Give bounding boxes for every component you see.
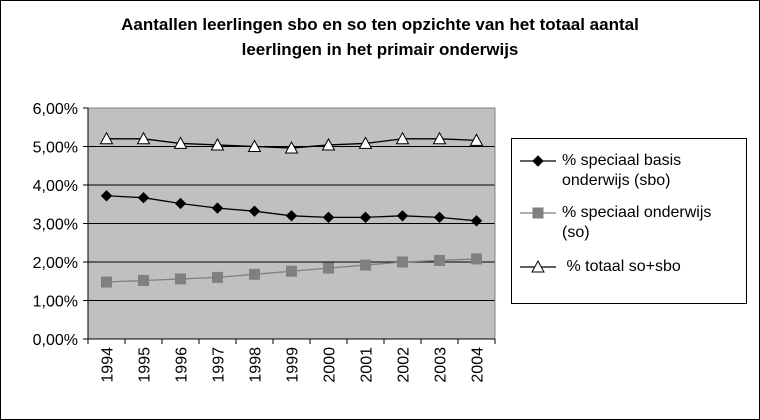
legend-label-line: % totaal so+sbo	[562, 258, 681, 275]
legend-label-line: % speciaal basis	[562, 152, 682, 169]
series-2-point	[175, 273, 186, 285]
x-tick-label: 2003	[433, 347, 450, 383]
y-tick-label: 6,00%	[33, 101, 78, 118]
x-tick-label: 1997	[211, 347, 228, 383]
series-3-point	[247, 139, 262, 152]
series-1-point	[285, 210, 298, 222]
legend-swatch	[520, 259, 556, 273]
x-tick-label: 2000	[322, 347, 339, 383]
series-3-point	[432, 131, 447, 145]
x-tick-label: 2002	[396, 347, 413, 383]
x-tick-label: 1994	[100, 347, 117, 383]
series-1-point	[322, 211, 335, 224]
y-tick-label: 0,00%	[33, 332, 78, 349]
series-3-point	[99, 131, 114, 145]
series-2-point	[249, 268, 260, 280]
chart-title: Aantallen leerlingen sbo en so ten opzic…	[60, 12, 700, 62]
series-1-point	[470, 215, 483, 227]
series-1-point	[433, 211, 446, 224]
series-2-point	[397, 256, 408, 268]
legend-label-line: % speciaal onderwijs	[562, 204, 712, 221]
series-2-point	[212, 271, 223, 283]
x-tick-label: 1998	[248, 347, 265, 383]
legend-label: % speciaal basis onderwijs (sbo)	[562, 151, 742, 191]
series-2-point	[360, 259, 371, 271]
chart-legend: % speciaal basis onderwijs (sbo)% speciaa…	[511, 138, 747, 304]
chart-title-line-2: leerlingen in het primair onderwijs	[241, 40, 519, 59]
series-2-point	[138, 274, 149, 286]
chart-title-line-1: Aantallen leerlingen sbo en so ten opzic…	[121, 15, 639, 34]
series-1-point	[211, 202, 224, 214]
series-3-point	[284, 140, 299, 154]
series-3-point	[395, 131, 410, 145]
series-1-point	[100, 190, 113, 202]
series-2-point	[471, 253, 482, 265]
series-2-point	[101, 276, 112, 288]
series-1-point	[359, 211, 372, 224]
legend-swatch	[520, 155, 556, 167]
y-tick-label: 2,00%	[33, 255, 78, 272]
legend-label: % speciaal onderwijs (so)	[562, 203, 742, 243]
x-tick-label: 2001	[359, 347, 376, 383]
y-tick-label: 5,00%	[33, 140, 78, 157]
series-3-point	[173, 136, 188, 149]
series-3-point	[210, 137, 225, 151]
legend-label-line: (so)	[562, 224, 590, 241]
y-tick-label: 1,00%	[33, 294, 78, 311]
y-tick-label: 3,00%	[33, 217, 78, 234]
series-2-point	[286, 265, 297, 277]
legend-label: % totaal so+sbo	[562, 257, 742, 277]
series-1-point	[174, 197, 187, 210]
legend-swatch-marker	[531, 259, 545, 273]
series-2-point	[434, 254, 445, 266]
legend-swatch-marker	[532, 155, 544, 167]
x-tick-label: 1996	[174, 347, 191, 383]
legend-label-line: onderwijs (sbo)	[562, 172, 671, 189]
series-3-point	[469, 133, 484, 146]
legend-swatch	[520, 207, 556, 219]
legend-swatch-marker	[532, 207, 544, 219]
series-1-point	[248, 205, 261, 217]
series-3-point	[358, 136, 373, 149]
x-tick-label: 1999	[285, 347, 302, 383]
y-tick-label: 4,00%	[33, 178, 78, 195]
series-2-point	[323, 262, 334, 274]
series-1-point	[396, 210, 409, 222]
series-3-point	[136, 131, 151, 145]
series-3-point	[321, 137, 336, 151]
series-1-point	[137, 191, 150, 204]
x-tick-label: 1995	[137, 347, 154, 383]
x-tick-label: 2004	[470, 347, 487, 383]
